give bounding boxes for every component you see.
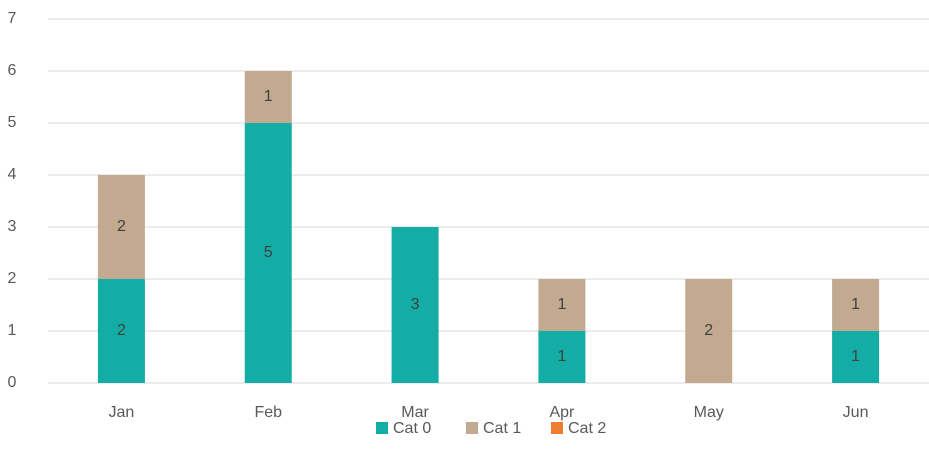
y-tick-label: 2 <box>8 270 17 287</box>
legend-label: Cat 1 <box>483 420 521 437</box>
data-label: 1 <box>557 348 566 365</box>
bar-segment <box>538 279 586 331</box>
bar-segment <box>832 279 880 331</box>
y-tick-label: 6 <box>8 62 17 79</box>
x-tick-label: Jan <box>109 404 135 421</box>
y-tick-label: 7 <box>8 10 17 27</box>
x-tick-label: Apr <box>549 404 575 421</box>
data-label: 3 <box>411 296 420 313</box>
y-tick-label: 1 <box>8 322 17 339</box>
data-label: 2 <box>117 218 126 235</box>
x-tick-label: Jun <box>843 404 869 421</box>
data-label: 2 <box>704 322 713 339</box>
x-tick-label: Mar <box>401 404 429 421</box>
data-label: 2 <box>117 322 126 339</box>
y-tick-label: 4 <box>8 166 17 183</box>
x-tick-label: May <box>694 404 724 421</box>
y-tick-label: 3 <box>8 218 17 235</box>
data-label: 1 <box>557 296 566 313</box>
bar-segment <box>97 175 145 279</box>
bar-segment <box>391 227 439 383</box>
bar-segment <box>97 279 145 383</box>
x-tick-label: Feb <box>254 404 282 421</box>
bar-segment <box>685 279 733 383</box>
data-label: 1 <box>851 348 860 365</box>
legend-label: Cat 2 <box>568 420 606 437</box>
bar-segment <box>244 71 292 123</box>
legend-swatch <box>466 422 478 434</box>
data-label: 1 <box>264 88 273 105</box>
y-tick-label: 0 <box>8 374 17 391</box>
bar-segment <box>832 331 880 383</box>
data-label: 5 <box>264 244 273 261</box>
data-label: 1 <box>851 296 860 313</box>
legend-label: Cat 0 <box>393 420 431 437</box>
y-tick-label: 5 <box>8 114 17 131</box>
legend-swatch <box>551 422 563 434</box>
bar-segment <box>244 123 292 383</box>
bar-segment <box>538 331 586 383</box>
legend-swatch <box>376 422 388 434</box>
